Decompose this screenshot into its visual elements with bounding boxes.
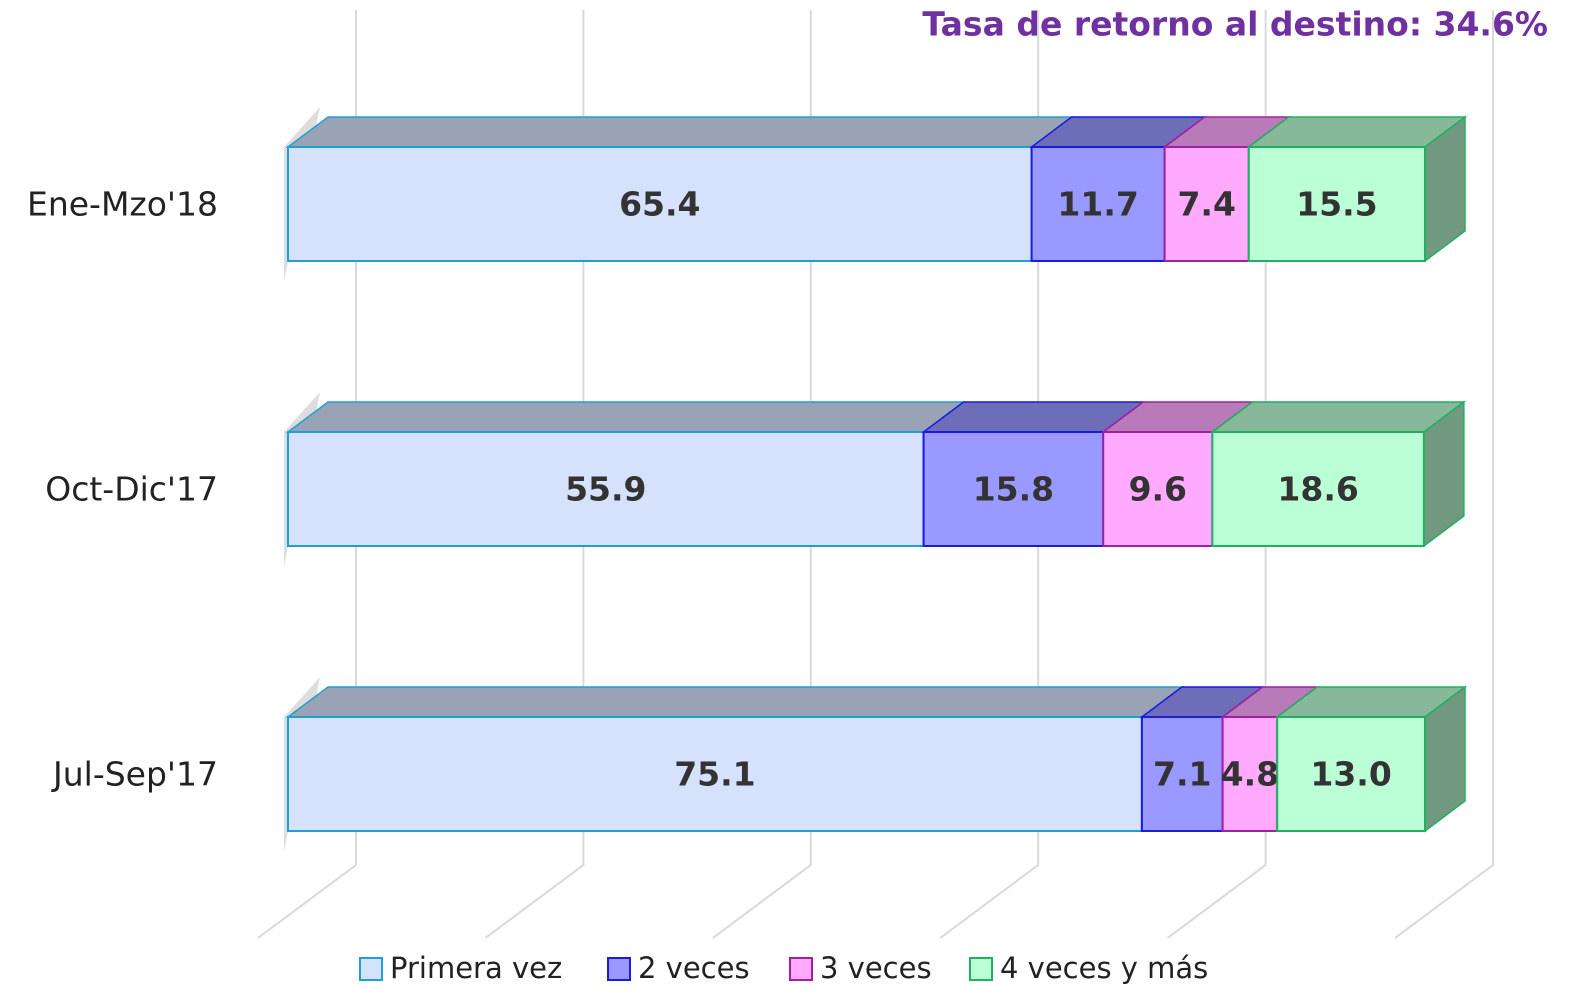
bar-top (285, 401, 966, 433)
data-label: 15.8 (973, 470, 1054, 509)
data-label: 55.9 (565, 470, 646, 509)
bar (922, 431, 1105, 547)
bar (1030, 146, 1166, 262)
bar-top (285, 116, 1074, 148)
bar (1211, 431, 1425, 547)
data-label: 4.8 (1221, 755, 1279, 794)
bar (1247, 146, 1427, 262)
legend-label: 4 veces y más (1000, 951, 1208, 985)
bar (1140, 716, 1224, 832)
data-label: 11.7 (1057, 185, 1138, 224)
bar-top (1210, 401, 1467, 433)
legend-label: 2 veces (638, 951, 750, 985)
grid-line (257, 10, 357, 939)
grid-line (1394, 10, 1494, 939)
legend-swatch (359, 957, 383, 981)
data-label: 9.6 (1129, 470, 1187, 509)
bar (287, 146, 1033, 262)
bar (287, 716, 1143, 832)
category-label: Jul-Sep'17 (51, 755, 218, 794)
grid-line (1167, 10, 1267, 939)
bar (1102, 431, 1214, 547)
grid-line (939, 10, 1040, 939)
bar (1221, 716, 1279, 832)
legend-label: Primera vez (390, 951, 562, 985)
bar (1276, 716, 1426, 832)
legend-swatch (969, 957, 993, 981)
grid-line (712, 10, 812, 939)
data-label: 13.0 (1310, 755, 1391, 794)
category-label: Ene-Mzo'18 (27, 185, 218, 224)
data-label: 75.1 (674, 755, 755, 794)
legend-label: 3 veces (820, 951, 932, 985)
data-label: 18.6 (1277, 470, 1358, 509)
grid-line (484, 10, 585, 939)
data-label: 65.4 (619, 185, 700, 224)
chart-title: Tasa de retorno al destino: 34.6% (922, 5, 1548, 44)
legend-swatch (789, 957, 813, 981)
legend-swatch (607, 957, 631, 981)
data-label: 7.1 (1153, 755, 1211, 794)
data-label: 15.5 (1296, 185, 1377, 224)
data-label: 7.4 (1177, 185, 1235, 224)
bar-top (285, 686, 1185, 718)
category-label: Oct-Dic'17 (45, 470, 218, 509)
bar (287, 431, 925, 547)
